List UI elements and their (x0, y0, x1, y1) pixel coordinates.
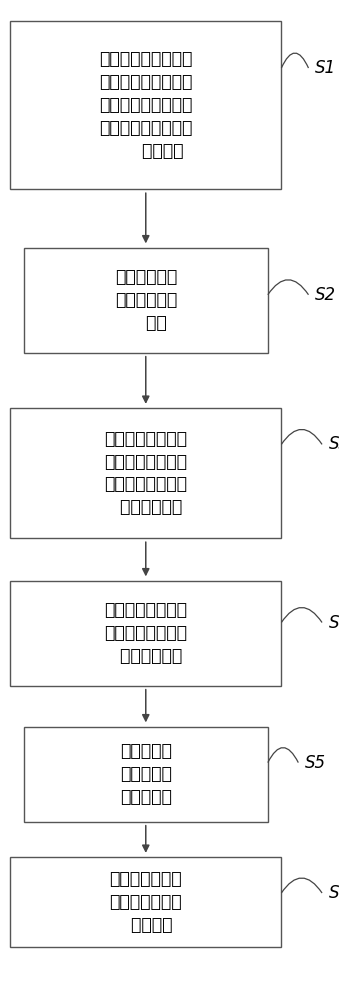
Text: 核对献血者信息并进
行血液采集，将采集
的血液进行打标签留
样并录入系统，获取
      血液标本: 核对献血者信息并进 行血液采集，将采集 的血液进行打标签留 样并录入系统，获取 … (99, 50, 193, 160)
Text: 针对存储的血液标
本进行复检，获取
  血液标本信息: 针对存储的血液标 本进行复检，获取 血液标本信息 (104, 601, 187, 665)
Text: S4: S4 (329, 613, 339, 632)
Bar (24, 247, 268, 353)
Bar (10, 857, 281, 947)
Text: S6: S6 (329, 884, 339, 902)
Text: 针对所述血液
标本进行留样
    处理: 针对所述血液 标本进行留样 处理 (115, 268, 177, 332)
Text: 将留样处理后的血
液标本自动入库并
存储，实时检测存
  储环境的温度: 将留样处理后的血 液标本自动入库并 存储，实时检测存 储环境的温度 (104, 430, 187, 516)
Text: 针对血液标本进
行运输，并监控
  运输过程: 针对血液标本进 行运输，并监控 运输过程 (109, 870, 182, 934)
Text: S5: S5 (305, 754, 326, 772)
Text: S3: S3 (329, 435, 339, 453)
Text: S2: S2 (315, 286, 336, 304)
Bar (10, 408, 281, 538)
Bar (24, 726, 268, 822)
Text: 针对到期的
血液标本进
行报废处理: 针对到期的 血液标本进 行报废处理 (120, 742, 172, 806)
Text: S1: S1 (315, 59, 336, 77)
Bar (10, 580, 281, 686)
Bar (10, 21, 281, 189)
